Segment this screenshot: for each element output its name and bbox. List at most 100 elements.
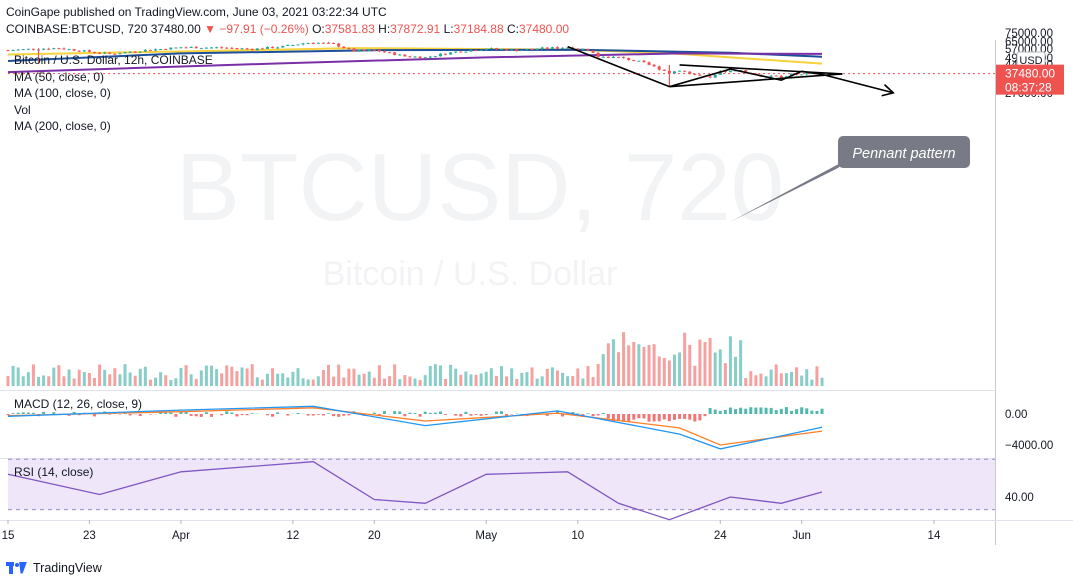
legend-ma200[interactable]: MA (200, close, 0) [14,119,111,133]
volume-bar [505,376,509,386]
macd-histogram-bar [235,414,239,417]
candle-body [362,50,366,52]
macd-histogram-bar [403,414,407,417]
candle-body [204,47,208,49]
candle-body [388,52,392,54]
volume-bar [555,370,559,386]
volume-bar [321,369,325,386]
macd-histogram-bar [571,412,575,414]
legend-ma50[interactable]: MA (50, close, 0) [14,69,105,84]
volume-bar [444,378,448,386]
macd-histogram-bar [754,407,758,414]
volume-bar [398,379,402,386]
volume-bar [357,374,361,386]
volume-bar [352,368,356,386]
volume-bar [744,378,748,386]
volume-bar [281,373,285,386]
volume-bar [632,341,636,386]
candle-body [352,48,356,52]
footer-brand[interactable]: TradingView [6,561,102,575]
legend-ma100[interactable]: MA (100, close, 0) [14,86,111,100]
volume-bar [204,365,208,386]
volume-bar [815,366,819,386]
candle-body [123,52,127,54]
volume-bar [62,376,66,386]
macd-histogram-bar [189,414,193,416]
pennant-zigzag[interactable] [669,68,823,88]
candle-body [265,46,269,49]
candle-body [291,44,295,46]
candle-body [444,53,448,55]
breakdown-arrowhead [881,84,895,97]
volume-bar [698,339,702,386]
legend-title[interactable]: Bitcoin / U.S. Dollar, 12h, COINBASE [14,53,213,67]
trend-line[interactable] [567,45,670,88]
volume-bar [571,376,575,386]
candle-body [662,69,666,71]
volume-bar [311,379,315,386]
candle-body [693,73,697,75]
candle-body [515,49,519,51]
candle-body [576,48,580,50]
volume-bar [474,374,478,386]
volume-bar [754,375,758,386]
volume-bar [235,371,239,386]
candle-body [77,50,81,52]
macd-histogram-bar [271,414,275,417]
macd-histogram-bar [749,407,753,414]
volume-bar [617,352,621,386]
macd-histogram-bar [662,414,666,420]
volume-bar [382,378,386,386]
volume-bar [683,332,687,386]
volume-bar [265,373,269,386]
candle-body [494,48,498,50]
volume-bar [591,377,595,386]
volume-bar [606,343,610,386]
time-axis-label: 23 [83,530,96,542]
candle-body [286,44,290,46]
candle-body [637,60,641,62]
bar-countdown-label: 08:37:28 [1005,81,1052,95]
candle-body [57,48,61,50]
volume-bar [21,376,25,386]
callout-box[interactable] [838,136,970,168]
candle-body [327,42,331,44]
candle-body [67,49,71,51]
macd-histogram-bar [647,414,651,422]
candle-body [611,56,615,58]
candle-body [698,74,702,76]
rsi-legend[interactable]: RSI (14, close) [14,465,94,479]
volume-bar [566,376,570,386]
volume-bar [123,364,127,386]
volume-bar [540,376,544,386]
trend-line[interactable] [821,73,894,94]
trend-line[interactable] [679,64,843,75]
legend-vol[interactable]: Vol [14,102,31,117]
macd-histogram-bar [164,412,168,414]
trend-line[interactable] [669,73,843,88]
price-axis-divider [995,40,996,545]
candle-body [215,47,219,49]
ohlc-line: COINBASE:BTCUSD, 720 37480.00 ▼ −97.91 (… [6,22,569,36]
candle-body [657,66,661,70]
volume-bar [510,368,514,386]
macd-histogram-bar [245,414,249,416]
macd-histogram-bar [683,414,687,419]
macd-histogram-bar [627,414,631,422]
volume-bar [372,377,376,386]
candle-body [301,43,305,45]
macd-histogram-bar [199,414,203,417]
candle-body [586,48,590,51]
candle-body [484,49,488,51]
volume-bar [296,368,300,386]
macd-histogram-bar [744,408,748,414]
candle-body [62,48,66,50]
macd-histogram-bar [286,414,290,416]
volume-bar [464,371,468,386]
macd-histogram-bar [622,414,626,422]
candle-body [255,48,259,51]
volume-bar [138,368,142,386]
macd-legend[interactable]: MACD (12, 26, close, 9) [14,397,143,411]
macd-histogram-bar [708,407,712,414]
